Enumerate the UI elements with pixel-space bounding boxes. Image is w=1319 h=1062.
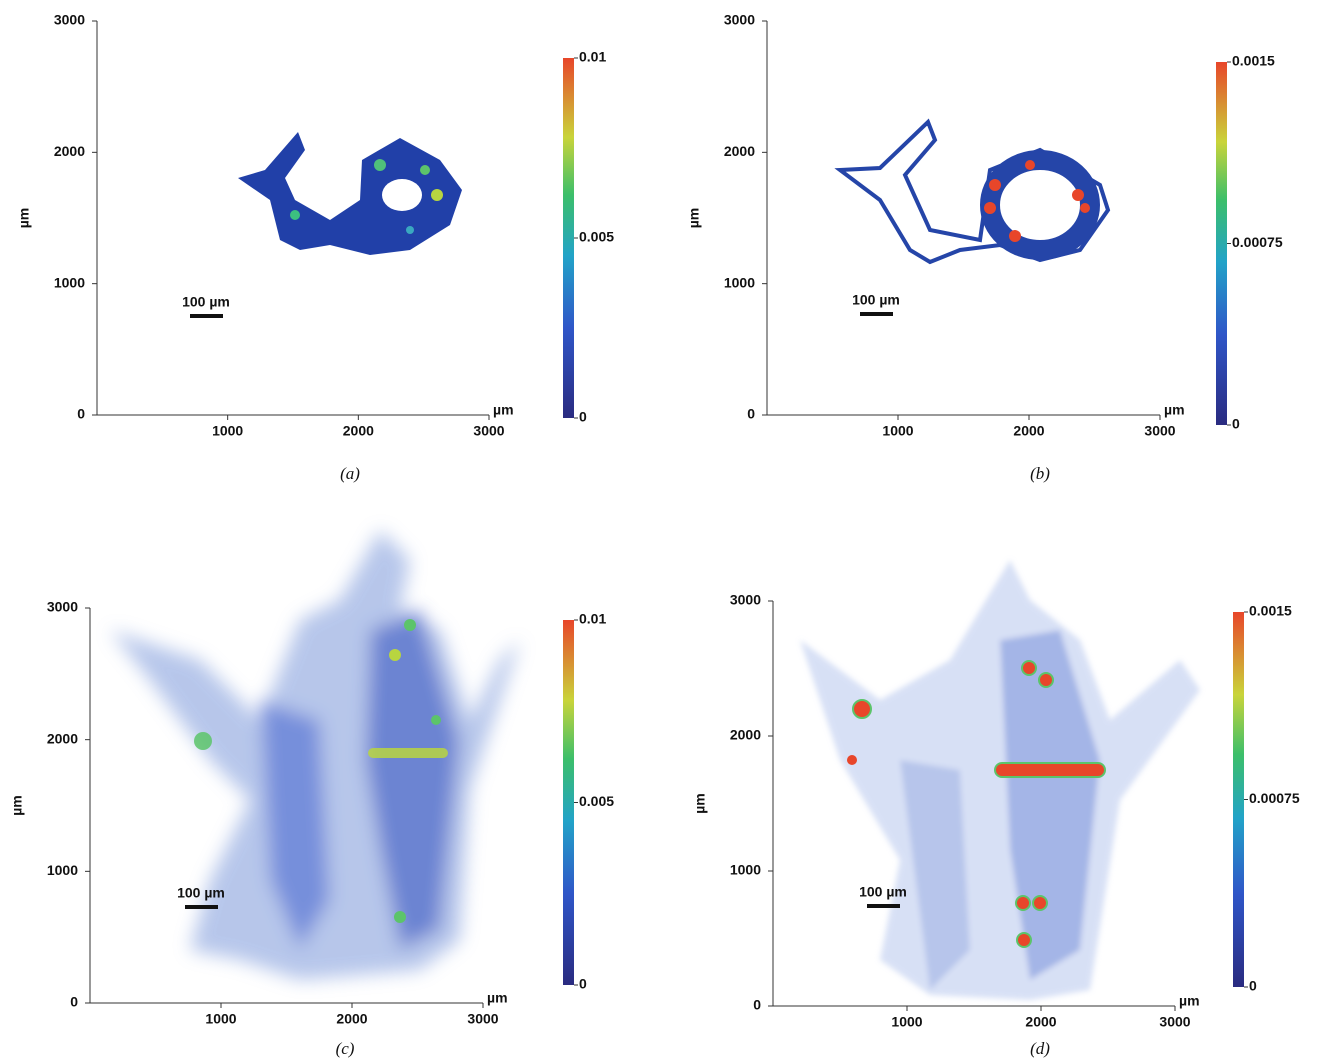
colorbar <box>1216 62 1227 425</box>
colorbar-tick-label: 0 <box>579 976 587 992</box>
x-axis-label: µm <box>1179 993 1200 1009</box>
y-tick-label: 1000 <box>730 862 761 878</box>
scale-bar-label: 100 µm <box>859 884 907 900</box>
scale-bar-label: 100 µm <box>182 294 230 310</box>
x-tick-label: 2000 <box>1025 1014 1056 1030</box>
y-tick-label: 0 <box>753 997 761 1013</box>
colorbar <box>1233 612 1244 987</box>
y-tick-label: 1000 <box>47 862 78 878</box>
y-tick-label: 0 <box>77 406 85 422</box>
scale-bar-label: 100 µm <box>852 292 900 308</box>
x-tick-label: 2000 <box>343 423 374 439</box>
y-tick-label: 1000 <box>724 274 755 290</box>
y-tick-label: 2000 <box>730 727 761 743</box>
colorbar-tick-label: 0.00075 <box>1232 234 1283 250</box>
x-tick-label: 1000 <box>882 423 913 439</box>
y-tick-label: 0 <box>747 406 755 422</box>
colorbar-tick-label: 0.005 <box>579 229 614 245</box>
caption: (b) <box>1030 464 1050 483</box>
y-axis-label: µm <box>692 793 708 814</box>
y-tick-label: 3000 <box>724 12 755 28</box>
x-tick-label: 3000 <box>1144 423 1175 439</box>
x-tick-label: 1000 <box>205 1011 236 1027</box>
caption: (a) <box>340 464 360 483</box>
colorbar-tick-label: 0 <box>1249 978 1257 994</box>
x-tick-label: 3000 <box>473 423 504 439</box>
x-axis-label: µm <box>1164 402 1185 418</box>
scale-bar <box>867 904 900 908</box>
colorbar-tick-label: 0.00075 <box>1249 790 1300 806</box>
caption: (d) <box>1030 1039 1050 1058</box>
caption: (c) <box>336 1039 355 1058</box>
colorbar <box>563 620 574 985</box>
x-axis-label: µm <box>487 990 508 1006</box>
x-tick-label: 3000 <box>1159 1014 1190 1030</box>
scale-bar <box>190 314 223 318</box>
y-axis-label: µm <box>16 208 32 229</box>
x-axis-label: µm <box>493 402 514 418</box>
y-tick-label: 2000 <box>47 730 78 746</box>
colorbar-tick-label: 0.01 <box>579 611 606 627</box>
y-tick-label: 3000 <box>54 12 85 28</box>
y-tick-label: 1000 <box>54 274 85 290</box>
x-tick-label: 2000 <box>1013 423 1044 439</box>
colorbar-tick-label: 0 <box>1232 416 1240 432</box>
scale-bar-label: 100 µm <box>177 885 225 901</box>
image-content <box>110 118 1200 1000</box>
colorbar-tick-label: 0.0015 <box>1232 53 1275 69</box>
y-axis-label: µm <box>686 208 702 229</box>
y-tick-label: 3000 <box>730 592 761 608</box>
y-tick-label: 2000 <box>54 143 85 159</box>
scale-bar <box>185 905 218 909</box>
colorbar-tick-label: 0.01 <box>579 49 606 65</box>
colorbar-tick-label: 0.0015 <box>1249 603 1292 619</box>
y-tick-label: 3000 <box>47 599 78 615</box>
x-tick-label: 1000 <box>212 423 243 439</box>
x-tick-label: 2000 <box>336 1011 367 1027</box>
y-tick-label: 0 <box>70 994 78 1010</box>
colorbar-tick-label: 0 <box>579 409 587 425</box>
x-tick-label: 3000 <box>467 1011 498 1027</box>
y-axis-label: µm <box>9 795 25 816</box>
scale-bar <box>860 312 893 316</box>
y-tick-label: 2000 <box>724 143 755 159</box>
colorbar-tick-label: 0.005 <box>579 793 614 809</box>
colorbar <box>563 58 574 418</box>
x-tick-label: 1000 <box>891 1014 922 1030</box>
